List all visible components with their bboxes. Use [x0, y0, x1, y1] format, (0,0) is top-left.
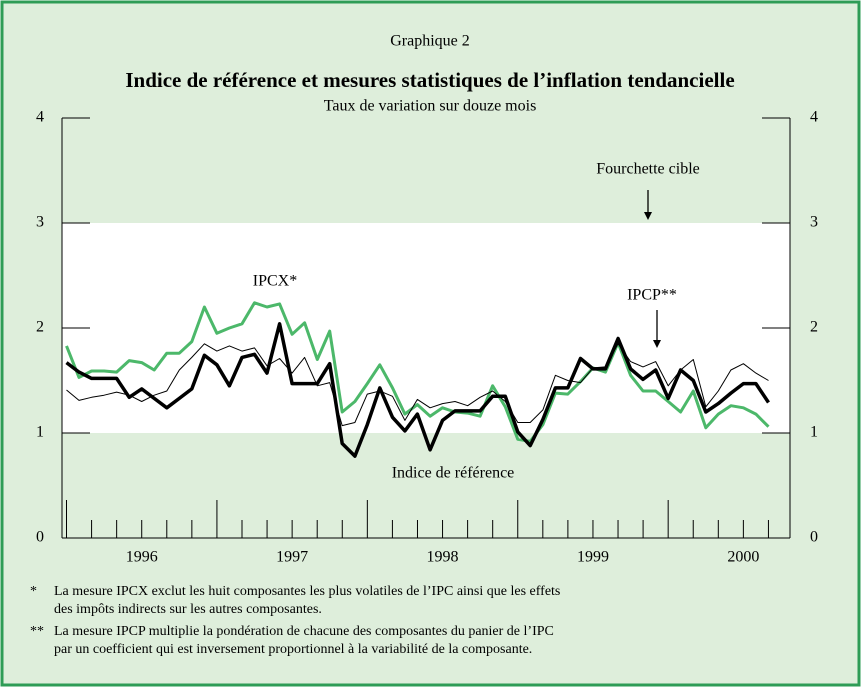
- x-tick-label: 1998: [427, 549, 459, 566]
- series-line: [65, 301, 770, 443]
- plot: 0 0 1 1 2 2 3 3 4 4 1996 1997 1998 1999 2000: [36, 109, 818, 566]
- x-tick-label: 2000: [727, 549, 759, 566]
- y2-tick-label: 0: [810, 529, 818, 546]
- x-tick-label: 1997: [276, 549, 308, 566]
- chart-subtitle: Taux de variation sur douze mois: [324, 98, 537, 115]
- y2-tick-label: 2: [810, 319, 818, 336]
- series-label: Indice de référence: [392, 465, 515, 482]
- y-tick-label: 2: [36, 319, 44, 336]
- arrowhead: [653, 340, 661, 348]
- note-text: des impôts indirects sur les autres comp…: [54, 602, 322, 617]
- chart-label: Graphique 2: [390, 33, 470, 50]
- y-tick-label: 0: [36, 529, 44, 546]
- y-tick-label: 3: [36, 214, 44, 231]
- note-text: par un coefficient qui est inversement p…: [54, 642, 532, 657]
- series-label: IPCP**: [627, 287, 677, 304]
- arrowhead: [644, 212, 652, 220]
- y2-tick-label: 4: [810, 109, 818, 126]
- y-tick-label: 1: [36, 424, 44, 441]
- note-text: La mesure IPCX exclut les huit composant…: [54, 584, 560, 599]
- target-band: [62, 223, 790, 433]
- series-line: [66, 343, 769, 427]
- series-label: IPCX*: [253, 273, 297, 290]
- target-label: Fourchette cible: [596, 161, 700, 178]
- note-mark: **: [30, 624, 44, 639]
- x-tick-label: 1996: [126, 549, 158, 566]
- y-tick-label: 4: [36, 109, 44, 126]
- note-mark: *: [30, 584, 37, 599]
- y2-tick-label: 3: [810, 214, 818, 231]
- y2-tick-label: 1: [810, 424, 818, 441]
- note-text: La mesure IPCP multiplie la pondération …: [54, 624, 554, 639]
- series-line: [65, 322, 770, 458]
- notes: * La mesure IPCX exclut les huit composan…: [30, 584, 560, 657]
- chart-title: Indice de référence et mesures statistiq…: [125, 68, 734, 92]
- x-tick-label: 1999: [577, 549, 609, 566]
